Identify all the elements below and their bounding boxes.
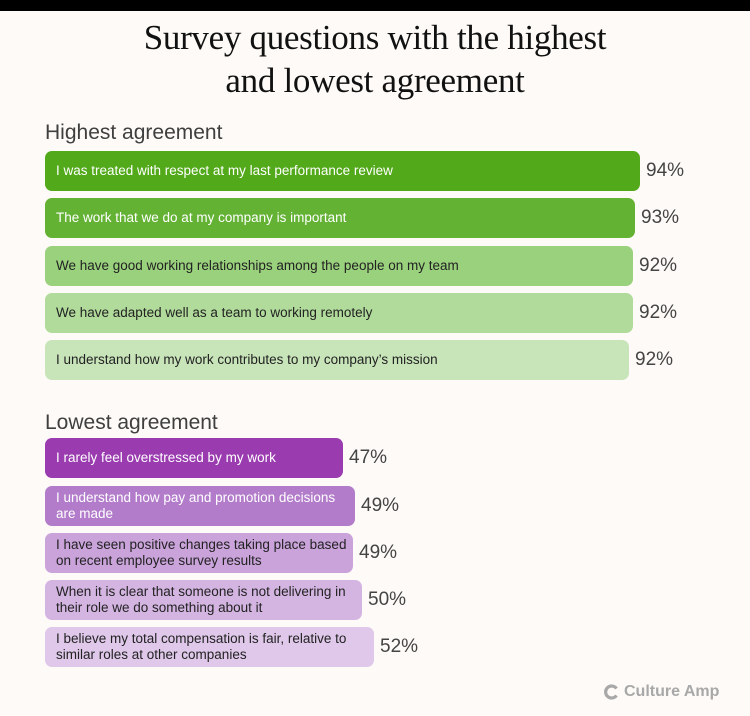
high-bar: The work that we do at my company is imp… <box>45 198 635 238</box>
bar-value: 50% <box>368 589 407 610</box>
bar-label: I rarely feel overstressed by my work <box>56 450 276 465</box>
bar-label: I understand how my work contributes to … <box>56 352 438 367</box>
low-heading: Lowest agreement <box>45 411 218 434</box>
bar-value: 52% <box>380 636 419 657</box>
title-line-2: and lowest agreement <box>225 61 525 100</box>
top-bar <box>0 0 750 11</box>
bar-value: 92% <box>639 255 678 276</box>
bar-label: We have adapted well as a team to workin… <box>56 305 373 320</box>
chart-title: Survey questions with the highest and lo… <box>0 16 750 102</box>
high-bar: We have adapted well as a team to workin… <box>45 293 633 333</box>
bar-label: I believe my total compensation is fair,… <box>56 631 347 662</box>
low-bar: I have seen positive changes taking plac… <box>45 533 353 573</box>
bar-label: The work that we do at my company is imp… <box>56 210 347 225</box>
low-bar: I understand how pay and promotion decis… <box>45 486 355 526</box>
bar-value: 92% <box>639 302 678 323</box>
logo: Culture Amp <box>604 683 719 701</box>
bar-label: I understand how pay and promotion decis… <box>56 490 336 521</box>
bar-value: 49% <box>359 542 398 563</box>
low-bar: When it is clear that someone is not del… <box>45 580 362 620</box>
low-bar: I believe my total compensation is fair,… <box>45 627 374 667</box>
high-bar: I was treated with respect at my last pe… <box>45 151 640 191</box>
low-bar: I rarely feel overstressed by my work <box>45 438 343 478</box>
high-heading: Highest agreement <box>45 121 223 144</box>
bar-label: We have good working relationships among… <box>56 258 459 273</box>
high-bar: I understand how my work contributes to … <box>45 340 629 380</box>
culture-amp-logo-icon <box>604 684 618 700</box>
bar-value: 94% <box>646 160 685 181</box>
bar-value: 92% <box>635 349 674 370</box>
high-bar: We have good working relationships among… <box>45 246 633 286</box>
logo-text: Culture Amp <box>624 683 720 700</box>
bar-label: When it is clear that someone is not del… <box>56 584 346 615</box>
bar-label: I was treated with respect at my last pe… <box>56 163 393 178</box>
bar-value: 93% <box>641 207 680 228</box>
bar-label: I have seen positive changes taking plac… <box>56 537 347 568</box>
bar-value: 47% <box>349 447 388 468</box>
bar-value: 49% <box>361 495 400 516</box>
title-line-1: Survey questions with the highest <box>143 18 607 57</box>
